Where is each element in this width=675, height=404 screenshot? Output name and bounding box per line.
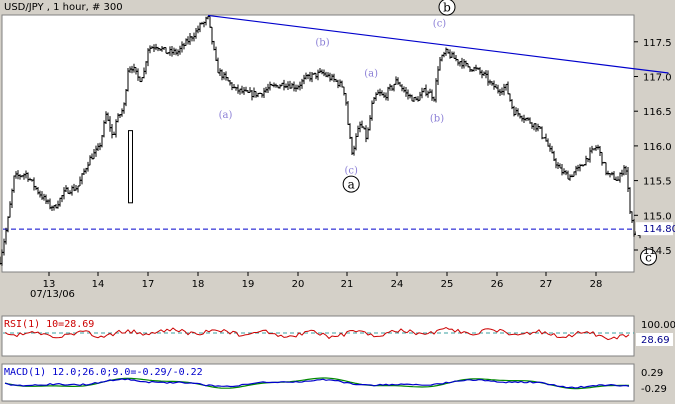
y-tick-label: 117.5: [643, 38, 672, 49]
svg-text:b: b: [443, 1, 451, 15]
x-tick-label: 19: [242, 279, 255, 290]
wave-label-minor: (b): [430, 114, 444, 125]
svg-text:c: c: [645, 250, 652, 264]
wave-label-major: b: [438, 0, 456, 16]
wave-label-minor: (c): [344, 166, 358, 177]
trendline: [207, 14, 669, 74]
macd-title: MACD(1) 12.0;26.0;9.0=-0.29/-0.22: [4, 367, 203, 378]
rsi-level-current: 28.69: [641, 335, 670, 346]
date-label: 07/13/06: [30, 289, 75, 300]
support-value-box: [636, 222, 673, 236]
x-tick-label: 14: [92, 279, 105, 290]
wave-label-minor: (a): [219, 110, 233, 121]
y-tick-label: 115.5: [643, 177, 672, 188]
x-tick-label: 27: [540, 279, 553, 290]
x-tick-label: 17: [142, 279, 155, 290]
wave-label-minor: (a): [364, 69, 378, 80]
x-tick-label: 24: [391, 279, 404, 290]
x-tick-label: 13: [43, 279, 56, 290]
wave-label-major: a: [342, 175, 360, 193]
x-tick-label: 20: [292, 279, 305, 290]
rsi-line: [4, 326, 630, 341]
y-tick-label: 117.0: [643, 73, 672, 84]
support-value-label: 114.80: [643, 224, 675, 235]
price-panel: [1, 14, 635, 273]
x-tick-label: 28: [590, 279, 603, 290]
rsi-value-box: [636, 333, 673, 346]
wave-label-minor: (c): [433, 19, 447, 30]
wave-label-minor: (b): [315, 37, 329, 48]
rsi-panel: [1, 315, 635, 357]
svg-text:a: a: [348, 178, 355, 192]
x-tick-label: 26: [491, 279, 504, 290]
x-tick-label: 18: [192, 279, 205, 290]
y-tick-label: 116.0: [643, 142, 672, 153]
macd-plot: [4, 377, 630, 390]
macd-level-top: 0.29: [641, 368, 663, 379]
spike-bar: [128, 130, 133, 204]
rsi-title: RSI(1) 10=28.69: [4, 319, 94, 330]
x-tick-label: 21: [341, 279, 354, 290]
price-plot: (a)(b)(c)(a)(b)(c)abc: [0, 0, 669, 266]
x-tick-label: 25: [441, 279, 454, 290]
price-axis: 114.5 115.0 115.5 116.0 116.5 117.0 117.5 114.8…: [634, 38, 675, 257]
y-tick-label: 116.5: [643, 107, 672, 118]
y-tick-label: 115.0: [643, 211, 672, 222]
rsi-level-100: 100.00: [641, 320, 675, 331]
rsi-plot: [3, 326, 634, 341]
macd-level-bottom: -0.29: [641, 384, 667, 395]
y-tick-label: 114.5: [643, 246, 672, 257]
macd-line: [4, 378, 630, 389]
time-axis: 13 14 17 18 19 20 21 24 25 26 27 28: [43, 272, 603, 290]
chart-title: USD/JPY , 1 hour, # 300: [4, 2, 123, 13]
wave-label-major: c: [640, 248, 657, 266]
